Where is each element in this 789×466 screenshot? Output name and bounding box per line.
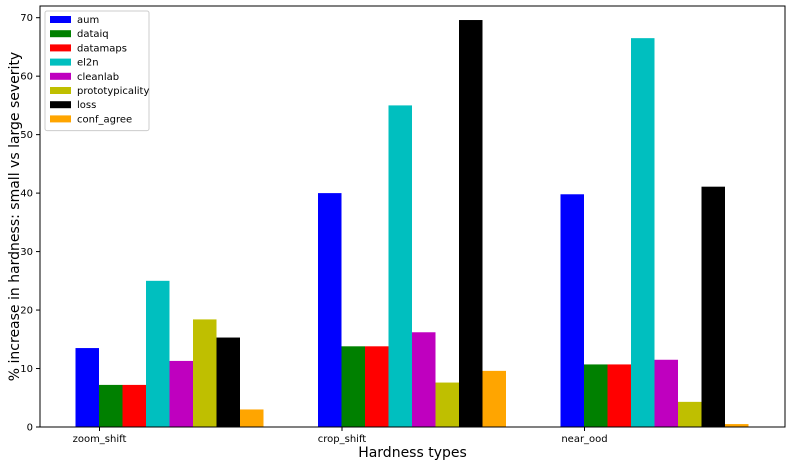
bar-dataiq-zoom_shift [99, 384, 123, 427]
bar-cleanlab-zoom_shift [169, 360, 193, 427]
y-tick-label: 70 [20, 13, 33, 24]
x-tick-label: crop_shift [318, 434, 367, 445]
bar-datamaps-zoom_shift [122, 384, 146, 427]
bar-cleanlab-near_ood [654, 359, 678, 427]
legend-swatch-loss [50, 101, 71, 109]
y-tick-label: 40 [20, 189, 33, 200]
bar-conf_agree-crop_shift [482, 370, 506, 427]
legend-label-prototypicality: prototypicality [77, 86, 149, 97]
plot-frame [39, 5, 786, 428]
bar-prototypicality-zoom_shift [193, 319, 217, 427]
bar-cleanlab-crop_shift [412, 332, 436, 427]
legend-label-el2n: el2n [77, 58, 99, 69]
y-axis-title: % increase in hardness: small vs large s… [7, 52, 23, 381]
bar-loss-zoom_shift [216, 337, 240, 427]
legend-swatch-dataiq [50, 30, 71, 38]
y-tick-label: 60 [20, 72, 33, 83]
y-tick-label: 10 [20, 364, 33, 375]
legend-label-conf_agree: conf_agree [77, 114, 132, 125]
x-tick-label: near_ood [561, 434, 607, 445]
bar-loss-near_ood [701, 186, 725, 427]
legend: aum dataiq datamaps el2n cleanlab prototypica… [44, 10, 150, 132]
y-tick-label: 20 [20, 306, 33, 317]
bar-datamaps-near_ood [607, 364, 631, 427]
bar-prototypicality-near_ood [678, 401, 702, 427]
legend-swatch-datamaps [50, 44, 71, 52]
bar-dataiq-near_ood [584, 364, 608, 427]
legend-swatch-cleanlab [50, 72, 71, 80]
bar-aum-near_ood [560, 194, 584, 427]
bar-conf_agree-zoom_shift [240, 409, 264, 427]
y-tick-label: 0 [27, 423, 33, 434]
bar-datamaps-crop_shift [365, 346, 389, 427]
bar-aum-crop_shift [318, 193, 342, 427]
x-axis-title: Hardness types [358, 445, 467, 461]
x-axis: zoom_shift crop_shift near_ood [73, 427, 608, 445]
y-tick-label: 50 [20, 130, 33, 141]
bars-group [75, 20, 749, 428]
bar-dataiq-crop_shift [341, 346, 365, 427]
bar-loss-crop_shift [459, 20, 483, 428]
bar-el2n-crop_shift [388, 105, 412, 428]
legend-label-datamaps: datamaps [77, 43, 127, 54]
legend-label-loss: loss [77, 100, 96, 111]
legend-swatch-conf_agree [50, 115, 71, 123]
bar-conf_agree-near_ood [725, 424, 749, 427]
legend-label-aum: aum [77, 15, 99, 26]
bar-el2n-near_ood [631, 38, 655, 427]
legend-swatch-aum [50, 16, 71, 23]
bar-el2n-zoom_shift [146, 280, 170, 427]
x-tick-label: zoom_shift [73, 434, 127, 445]
y-tick-label: 30 [20, 247, 33, 258]
bar-prototypicality-crop_shift [435, 382, 459, 427]
legend-label-dataiq: dataiq [77, 29, 109, 40]
legend-box [44, 10, 150, 132]
legend-swatch-prototypicality [50, 87, 71, 94]
legend-swatch-el2n [50, 58, 71, 66]
bar-aum-zoom_shift [75, 348, 99, 427]
y-axis: 0 10 20 30 40 50 60 70 [20, 13, 40, 434]
legend-label-cleanlab: cleanlab [77, 72, 119, 83]
